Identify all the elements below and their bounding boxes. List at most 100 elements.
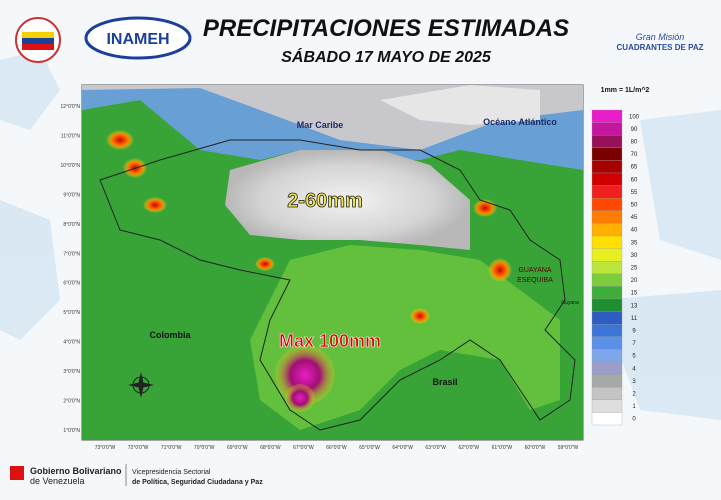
legend-swatch bbox=[591, 298, 623, 312]
rain-spot bbox=[143, 197, 167, 213]
legend-swatch bbox=[591, 135, 623, 148]
legend-swatch bbox=[591, 210, 623, 224]
legend-label: 15 bbox=[631, 291, 638, 297]
map-label: Brasil bbox=[432, 377, 457, 387]
legend-swatch bbox=[591, 311, 623, 325]
legend-swatch bbox=[591, 361, 623, 375]
lat-label: 12°0'0"N bbox=[61, 104, 81, 110]
legend-swatch bbox=[591, 198, 623, 211]
mission-text: CUADRANTES DE PAZ bbox=[617, 43, 704, 52]
footer-text: Vicepresidencia Sectorial bbox=[132, 469, 211, 476]
lon-label: 69°0'0"W bbox=[227, 445, 248, 451]
legend-swatch bbox=[591, 185, 623, 199]
inameh-text: INAMEH bbox=[106, 31, 169, 48]
legend-swatch bbox=[591, 387, 623, 400]
lon-label: 62°0'0"W bbox=[458, 445, 479, 451]
legend-label: 60 bbox=[631, 177, 638, 183]
legend-swatch bbox=[591, 374, 623, 388]
lat-label: 9°0'0"N bbox=[63, 192, 80, 198]
legend-swatch bbox=[591, 412, 623, 426]
lon-label: 66°0'0"W bbox=[326, 445, 347, 451]
lat-label: 7°0'0"N bbox=[63, 251, 80, 257]
map-label: Guyana bbox=[561, 300, 579, 306]
coordinate-labels: 12°0'0"N 11°0'0"N 10°0'0"N 9°0'0"N 8°0'0"N 7°… bbox=[61, 104, 579, 451]
legend-swatch bbox=[591, 286, 623, 300]
lat-label: 6°0'0"N bbox=[63, 281, 80, 287]
lon-label: 60°0'0"W bbox=[525, 445, 546, 451]
legend-swatch bbox=[591, 399, 623, 413]
legend-swatch bbox=[591, 160, 623, 174]
legend-label: 2 bbox=[632, 392, 636, 398]
range-label: 2-60mm bbox=[287, 190, 363, 212]
lon-label: 70°0'0"W bbox=[194, 445, 215, 451]
footer-text: de Venezuela bbox=[30, 476, 85, 486]
lon-label: 68°0'0"W bbox=[260, 445, 281, 451]
lon-label: 72°0'0"W bbox=[128, 445, 149, 451]
background-texture bbox=[0, 50, 721, 420]
lat-label: 5°0'0"N bbox=[63, 310, 80, 316]
map-label: Mar Caribe bbox=[297, 120, 344, 130]
lat-label: 3°0'0"N bbox=[63, 369, 80, 375]
rain-spot bbox=[255, 257, 275, 271]
legend-label: 20 bbox=[631, 278, 638, 284]
legend-label: 13 bbox=[631, 303, 638, 309]
mission-text: Gran Misión bbox=[636, 32, 685, 42]
rain-max bbox=[285, 384, 315, 412]
rain-spot bbox=[410, 308, 430, 324]
legend-swatch bbox=[591, 147, 623, 161]
lon-label: 67°0'0"W bbox=[293, 445, 314, 451]
rain-spot bbox=[106, 130, 134, 150]
legend-label: 7 bbox=[632, 341, 636, 347]
legend-swatch bbox=[591, 122, 623, 136]
legend-label: 40 bbox=[631, 228, 638, 234]
title: PRECIPITACIONES ESTIMADAS bbox=[203, 15, 569, 42]
rain-dry-center bbox=[225, 150, 470, 250]
border bbox=[99, 139, 576, 431]
compass bbox=[128, 372, 154, 398]
rain-spot bbox=[488, 258, 512, 282]
lat-label: 4°0'0"N bbox=[63, 340, 80, 346]
map-label: ESEQUIBA bbox=[517, 277, 553, 284]
footer-text: de Política, Seguridad Ciudadana y Paz bbox=[132, 479, 263, 486]
map: Mar Caribe Océano Atlántico 2-60mm Max 1… bbox=[81, 84, 584, 441]
legend-label: 11 bbox=[631, 316, 638, 322]
lon-label: 73°0'0"W bbox=[95, 445, 116, 451]
map-label: Océano Atlántico bbox=[483, 117, 557, 127]
inameh-logo bbox=[84, 16, 192, 60]
legend-swatch bbox=[591, 261, 623, 274]
legend-swatch bbox=[591, 248, 623, 262]
lon-label: 71°0'0"W bbox=[161, 445, 182, 451]
legend-swatch bbox=[591, 273, 623, 287]
legend-swatch bbox=[591, 223, 623, 237]
lon-label: 65°0'0"W bbox=[359, 445, 380, 451]
lon-label: 64°0'0"W bbox=[392, 445, 413, 451]
legend-swatch bbox=[591, 109, 623, 123]
legend-label: 80 bbox=[631, 140, 638, 146]
legend-label: 100 bbox=[629, 114, 640, 120]
legend-label: 9 bbox=[632, 329, 636, 335]
map-label: Colombia bbox=[149, 330, 191, 340]
header: INAMEH PRECIPITACIONES ESTIMADAS SÁBADO … bbox=[15, 15, 704, 66]
max-label: Max 100mm bbox=[279, 331, 381, 351]
lon-label: 59°0'0"W bbox=[558, 445, 579, 451]
legend-label: 1 bbox=[632, 404, 636, 410]
legend-swatch bbox=[591, 349, 623, 363]
legend-label: 30 bbox=[631, 253, 638, 259]
legend-label: 70 bbox=[631, 152, 638, 158]
legend-label: 50 bbox=[631, 203, 638, 209]
legend-label: 90 bbox=[631, 127, 638, 133]
legend-label: 5 bbox=[632, 354, 636, 360]
map-label: GUAYANA bbox=[518, 267, 552, 274]
footer-text: Gobierno Bolivariano bbox=[30, 466, 122, 476]
subtitle: SÁBADO 17 MAYO DE 2025 bbox=[281, 47, 492, 66]
legend-swatch bbox=[591, 235, 623, 249]
legend-swatch bbox=[591, 324, 623, 337]
legend-label: 55 bbox=[631, 190, 638, 196]
legend-swatch bbox=[591, 336, 623, 350]
gov-logo bbox=[10, 466, 24, 480]
legend-label: 0 bbox=[632, 417, 636, 423]
legend-label: 3 bbox=[632, 379, 636, 385]
legend: 1mm = 1L/m^2 100908070656055504540353025… bbox=[591, 86, 649, 426]
lat-label: 11°0'0"N bbox=[61, 133, 80, 139]
